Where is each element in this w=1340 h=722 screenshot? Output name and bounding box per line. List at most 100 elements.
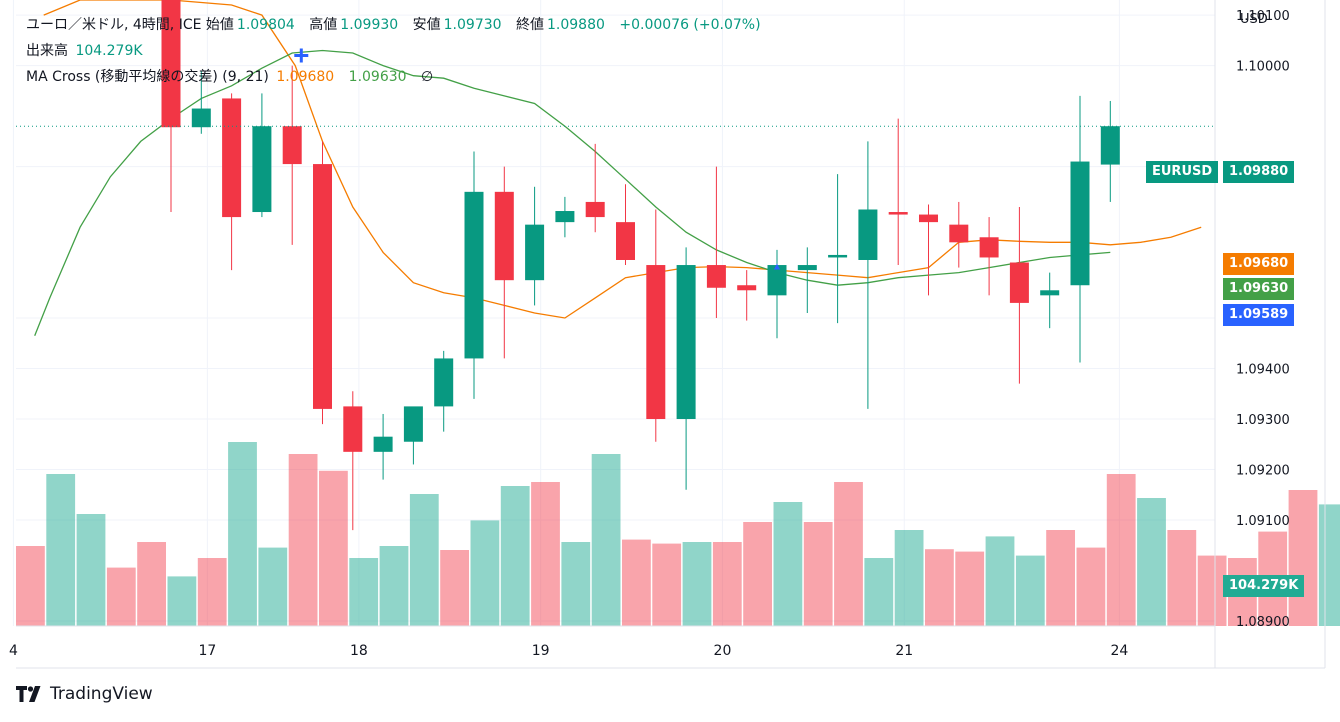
candle-body: [252, 126, 272, 213]
chart-axes: 1.101001.100001.098001.095001.094001.093…: [9, 0, 1326, 669]
candle: [282, 65, 302, 245]
candle-body: [373, 436, 393, 452]
y-tick-label: 1.10000: [1236, 60, 1290, 75]
ma-slow-line: [34, 49, 1111, 336]
candle-body: [585, 201, 605, 218]
candle-body: [767, 265, 787, 296]
candle: [525, 186, 545, 306]
legend-low-label: 安値: [412, 17, 441, 33]
candle-body: [282, 126, 302, 165]
candle-body: [1070, 161, 1090, 286]
volume-bar: [440, 550, 469, 626]
candle-body: [191, 108, 211, 128]
volume-bar: [167, 576, 197, 626]
volume-bar: [197, 558, 227, 626]
legend-change: +0.00076 (+0.07%): [619, 17, 761, 33]
volume-bar: [561, 542, 591, 626]
legend-ohlc-row: ユーロ／米ドル, 4時間, ICE 始値 1.09804 高値 1.09930 安値…: [26, 14, 761, 34]
candle-body: [949, 224, 969, 243]
candle: [161, 0, 181, 213]
volume-bar: [500, 486, 530, 626]
candle: [555, 196, 575, 238]
y-tick-label: 1.09300: [1236, 413, 1290, 428]
chart-grid: [12, 0, 1215, 626]
legend-open-label: 始値: [205, 17, 234, 33]
candle-body: [313, 164, 332, 409]
ma-slow-path: [34, 49, 1111, 336]
candle-body: [737, 285, 757, 291]
y-tick-label: 1.09100: [1236, 514, 1290, 529]
candle-body: [797, 265, 817, 271]
volume-bar: [1106, 474, 1136, 626]
candle-body: [646, 265, 666, 420]
candle-body: [616, 222, 635, 260]
tradingview-logo-icon: [16, 686, 41, 702]
candle: [222, 93, 242, 271]
candle-body: [161, 0, 181, 128]
candle-body: [343, 406, 363, 452]
candle-body: [403, 406, 423, 442]
candle-body: [1040, 290, 1060, 296]
candle: [494, 166, 514, 359]
candle: [1040, 272, 1060, 329]
candle-body: [676, 265, 696, 420]
candle: [797, 247, 817, 313]
legend-low: 1.09730: [443, 17, 502, 33]
x-tick-label: 4: [9, 643, 18, 659]
tradingview-logo[interactable]: TradingView: [16, 684, 153, 704]
volume-bars: [16, 442, 1340, 626]
candle: [828, 174, 848, 324]
volume-bar: [985, 536, 1015, 626]
candle: [737, 270, 757, 321]
x-tick-label: 18: [350, 643, 368, 659]
candle: [1009, 206, 1029, 384]
candle-body: [858, 209, 878, 260]
candles: [161, 0, 1120, 531]
candle-body: [555, 211, 575, 223]
x-tick-label: 17: [198, 643, 216, 659]
hide-indicator-icon[interactable]: ∅: [421, 69, 434, 85]
candle: [888, 118, 908, 266]
legend-high-label: 高値: [309, 17, 338, 33]
candle-body: [494, 191, 514, 281]
legend-close: 1.09880: [547, 17, 605, 33]
volume-bar: [894, 530, 924, 626]
candle: [252, 93, 272, 218]
volume-bar: [925, 549, 954, 626]
candle: [646, 209, 666, 442]
legend-open: 1.09804: [236, 17, 295, 33]
legend-high: 1.09930: [340, 17, 399, 33]
volume-bar: [803, 522, 833, 626]
legend-ma-slow: 1.09630: [348, 69, 407, 85]
legend-volume: 104.279K: [75, 43, 143, 59]
candle: [706, 166, 726, 319]
candle: [1070, 95, 1090, 363]
legend-close-label: 終値: [516, 17, 544, 33]
candle: [767, 249, 787, 339]
candle: [676, 247, 696, 490]
volume-bar: [652, 543, 682, 626]
candle-body: [525, 224, 545, 281]
price-badge: 1.09880: [1223, 161, 1295, 183]
legend-ma-fast: 1.09680: [276, 69, 335, 85]
candle-body: [1009, 262, 1029, 303]
candle: [979, 217, 999, 296]
x-tick-label: 20: [714, 643, 732, 659]
volume-bar: [1167, 530, 1197, 626]
brand-name: TradingView: [50, 684, 153, 704]
volume-badge: 104.279K: [1223, 575, 1305, 597]
volume-bar: [409, 494, 439, 626]
volume-bar: [319, 470, 348, 626]
y-tick-label: 1.09200: [1236, 464, 1290, 479]
candle: [616, 184, 635, 266]
volume-bar: [349, 558, 379, 626]
candle: [949, 201, 969, 268]
candle-body: [1100, 126, 1120, 165]
candle-body: [434, 358, 454, 407]
candle-body: [464, 191, 484, 359]
volume-bar: [16, 546, 45, 626]
volume-bar: [1015, 555, 1045, 626]
volume-bar: [834, 482, 863, 626]
volume-bar: [1197, 555, 1227, 626]
